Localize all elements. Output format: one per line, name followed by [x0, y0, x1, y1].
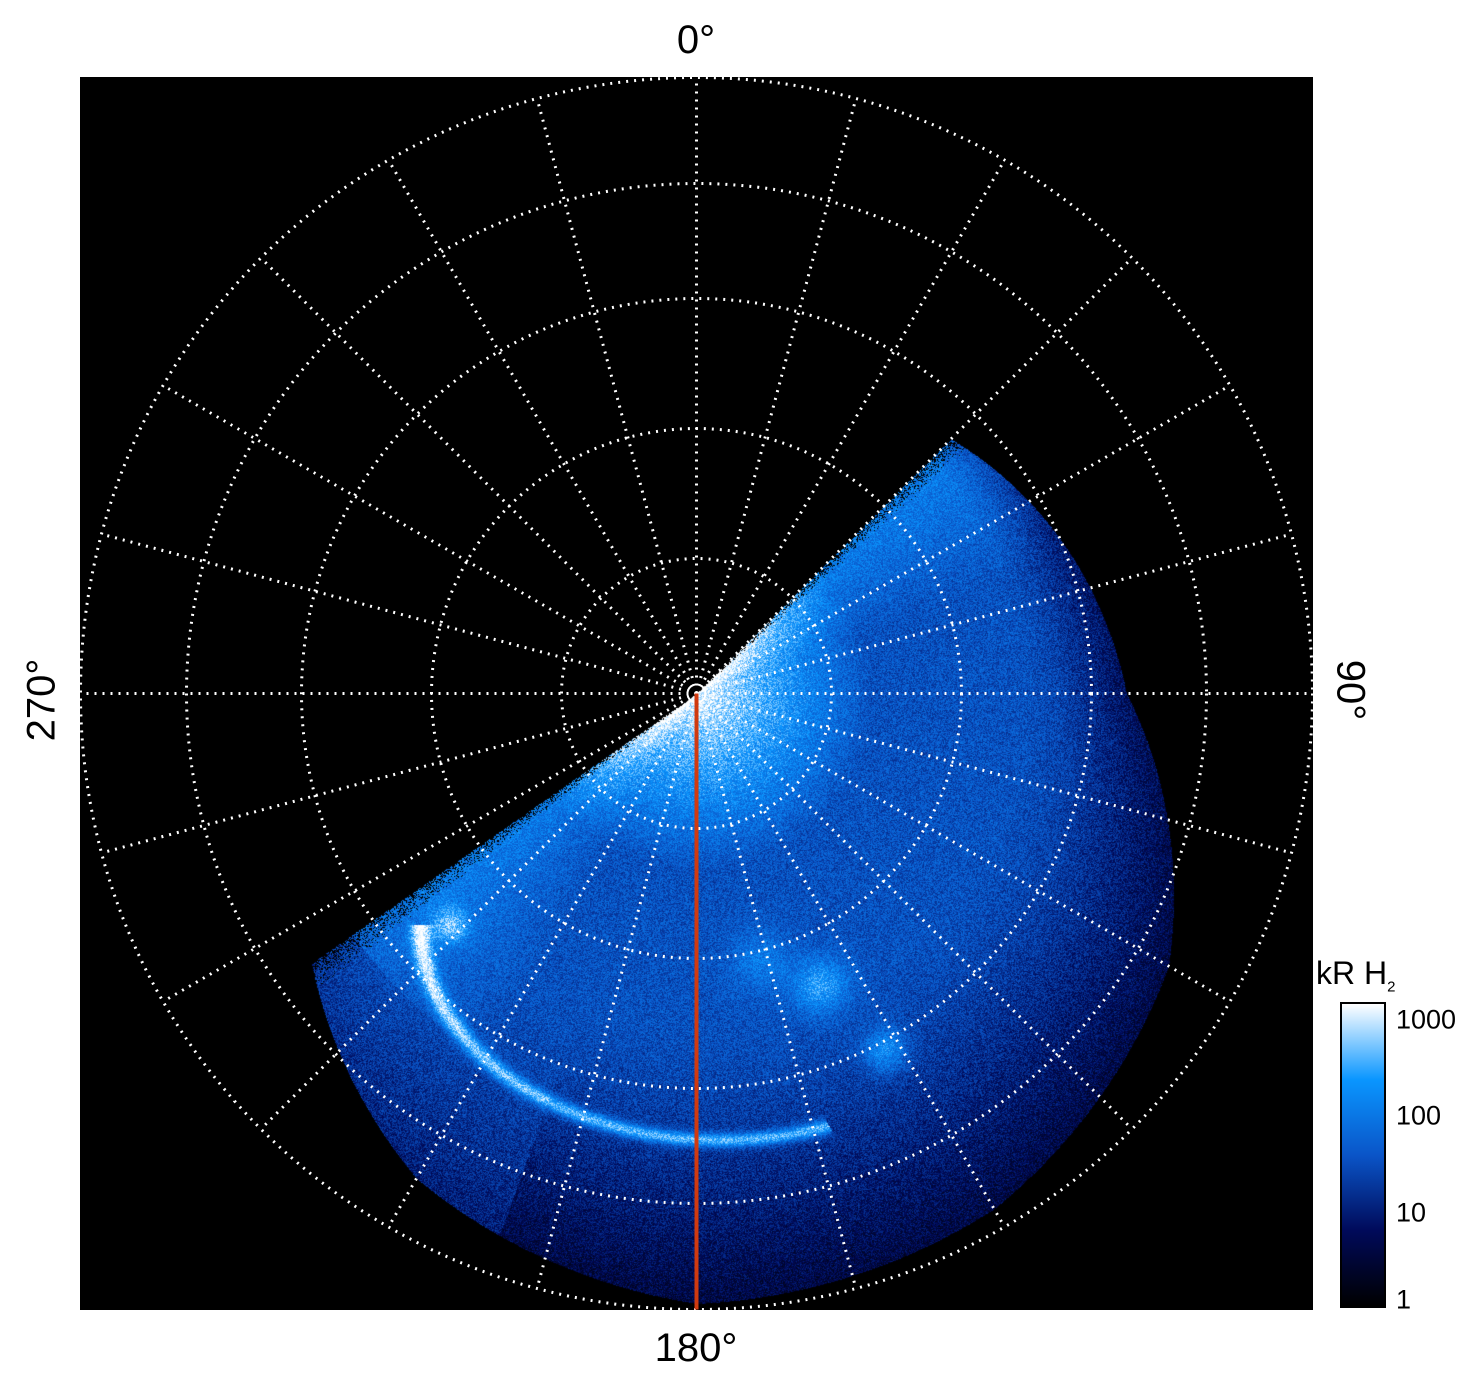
colorbar [1340, 1002, 1386, 1308]
grid-spoke-225 [259, 692, 698, 1131]
colorbar-title: kR H2 [1316, 955, 1395, 995]
grid-spoke-315 [259, 256, 698, 695]
grid-spoke-45 [695, 256, 1134, 695]
colorbar-tick-1000: 1000 [1396, 1004, 1457, 1035]
grid-spoke-15 [695, 98, 858, 694]
grid-spoke-60 [695, 384, 1231, 695]
grid-spoke-105 [696, 692, 1292, 855]
colorbar-unit-subscript: 2 [1387, 978, 1396, 996]
grid-spoke-150 [695, 692, 1006, 1228]
angle-label-0: 0° [676, 18, 716, 62]
grid-spoke-135 [695, 692, 1134, 1131]
polar-grid [80, 77, 1313, 1310]
grid-spoke-300 [162, 384, 698, 695]
angle-label-270: 270° [19, 658, 64, 742]
angle-label-180: 180° [654, 1326, 738, 1370]
grid-spoke-120 [695, 692, 1231, 1003]
grid-ring-1 [560, 557, 833, 830]
colorbar-tick-1: 1 [1396, 1284, 1412, 1315]
grid-spoke-210 [387, 692, 698, 1228]
angle-label-90: 90° [1328, 659, 1373, 721]
grid-spoke-330 [387, 159, 698, 695]
grid-spoke-75 [696, 532, 1292, 695]
grid-spoke-345 [535, 98, 698, 694]
grid-spoke-30 [695, 159, 1006, 695]
grid-spoke-165 [695, 693, 858, 1289]
grid-spoke-255 [101, 692, 697, 855]
colorbar-tick-10: 10 [1396, 1197, 1427, 1228]
grid-spoke-240 [162, 692, 698, 1003]
colorbar-unit: kR H [1316, 955, 1388, 991]
grid-spoke-285 [101, 532, 697, 695]
grid-ring-5 [80, 77, 1313, 1310]
grid-ring-3 [300, 297, 1093, 1090]
polar-aurora-map [80, 77, 1313, 1310]
colorbar-tick-100: 100 [1396, 1100, 1442, 1131]
grid-spoke-195 [535, 693, 698, 1289]
